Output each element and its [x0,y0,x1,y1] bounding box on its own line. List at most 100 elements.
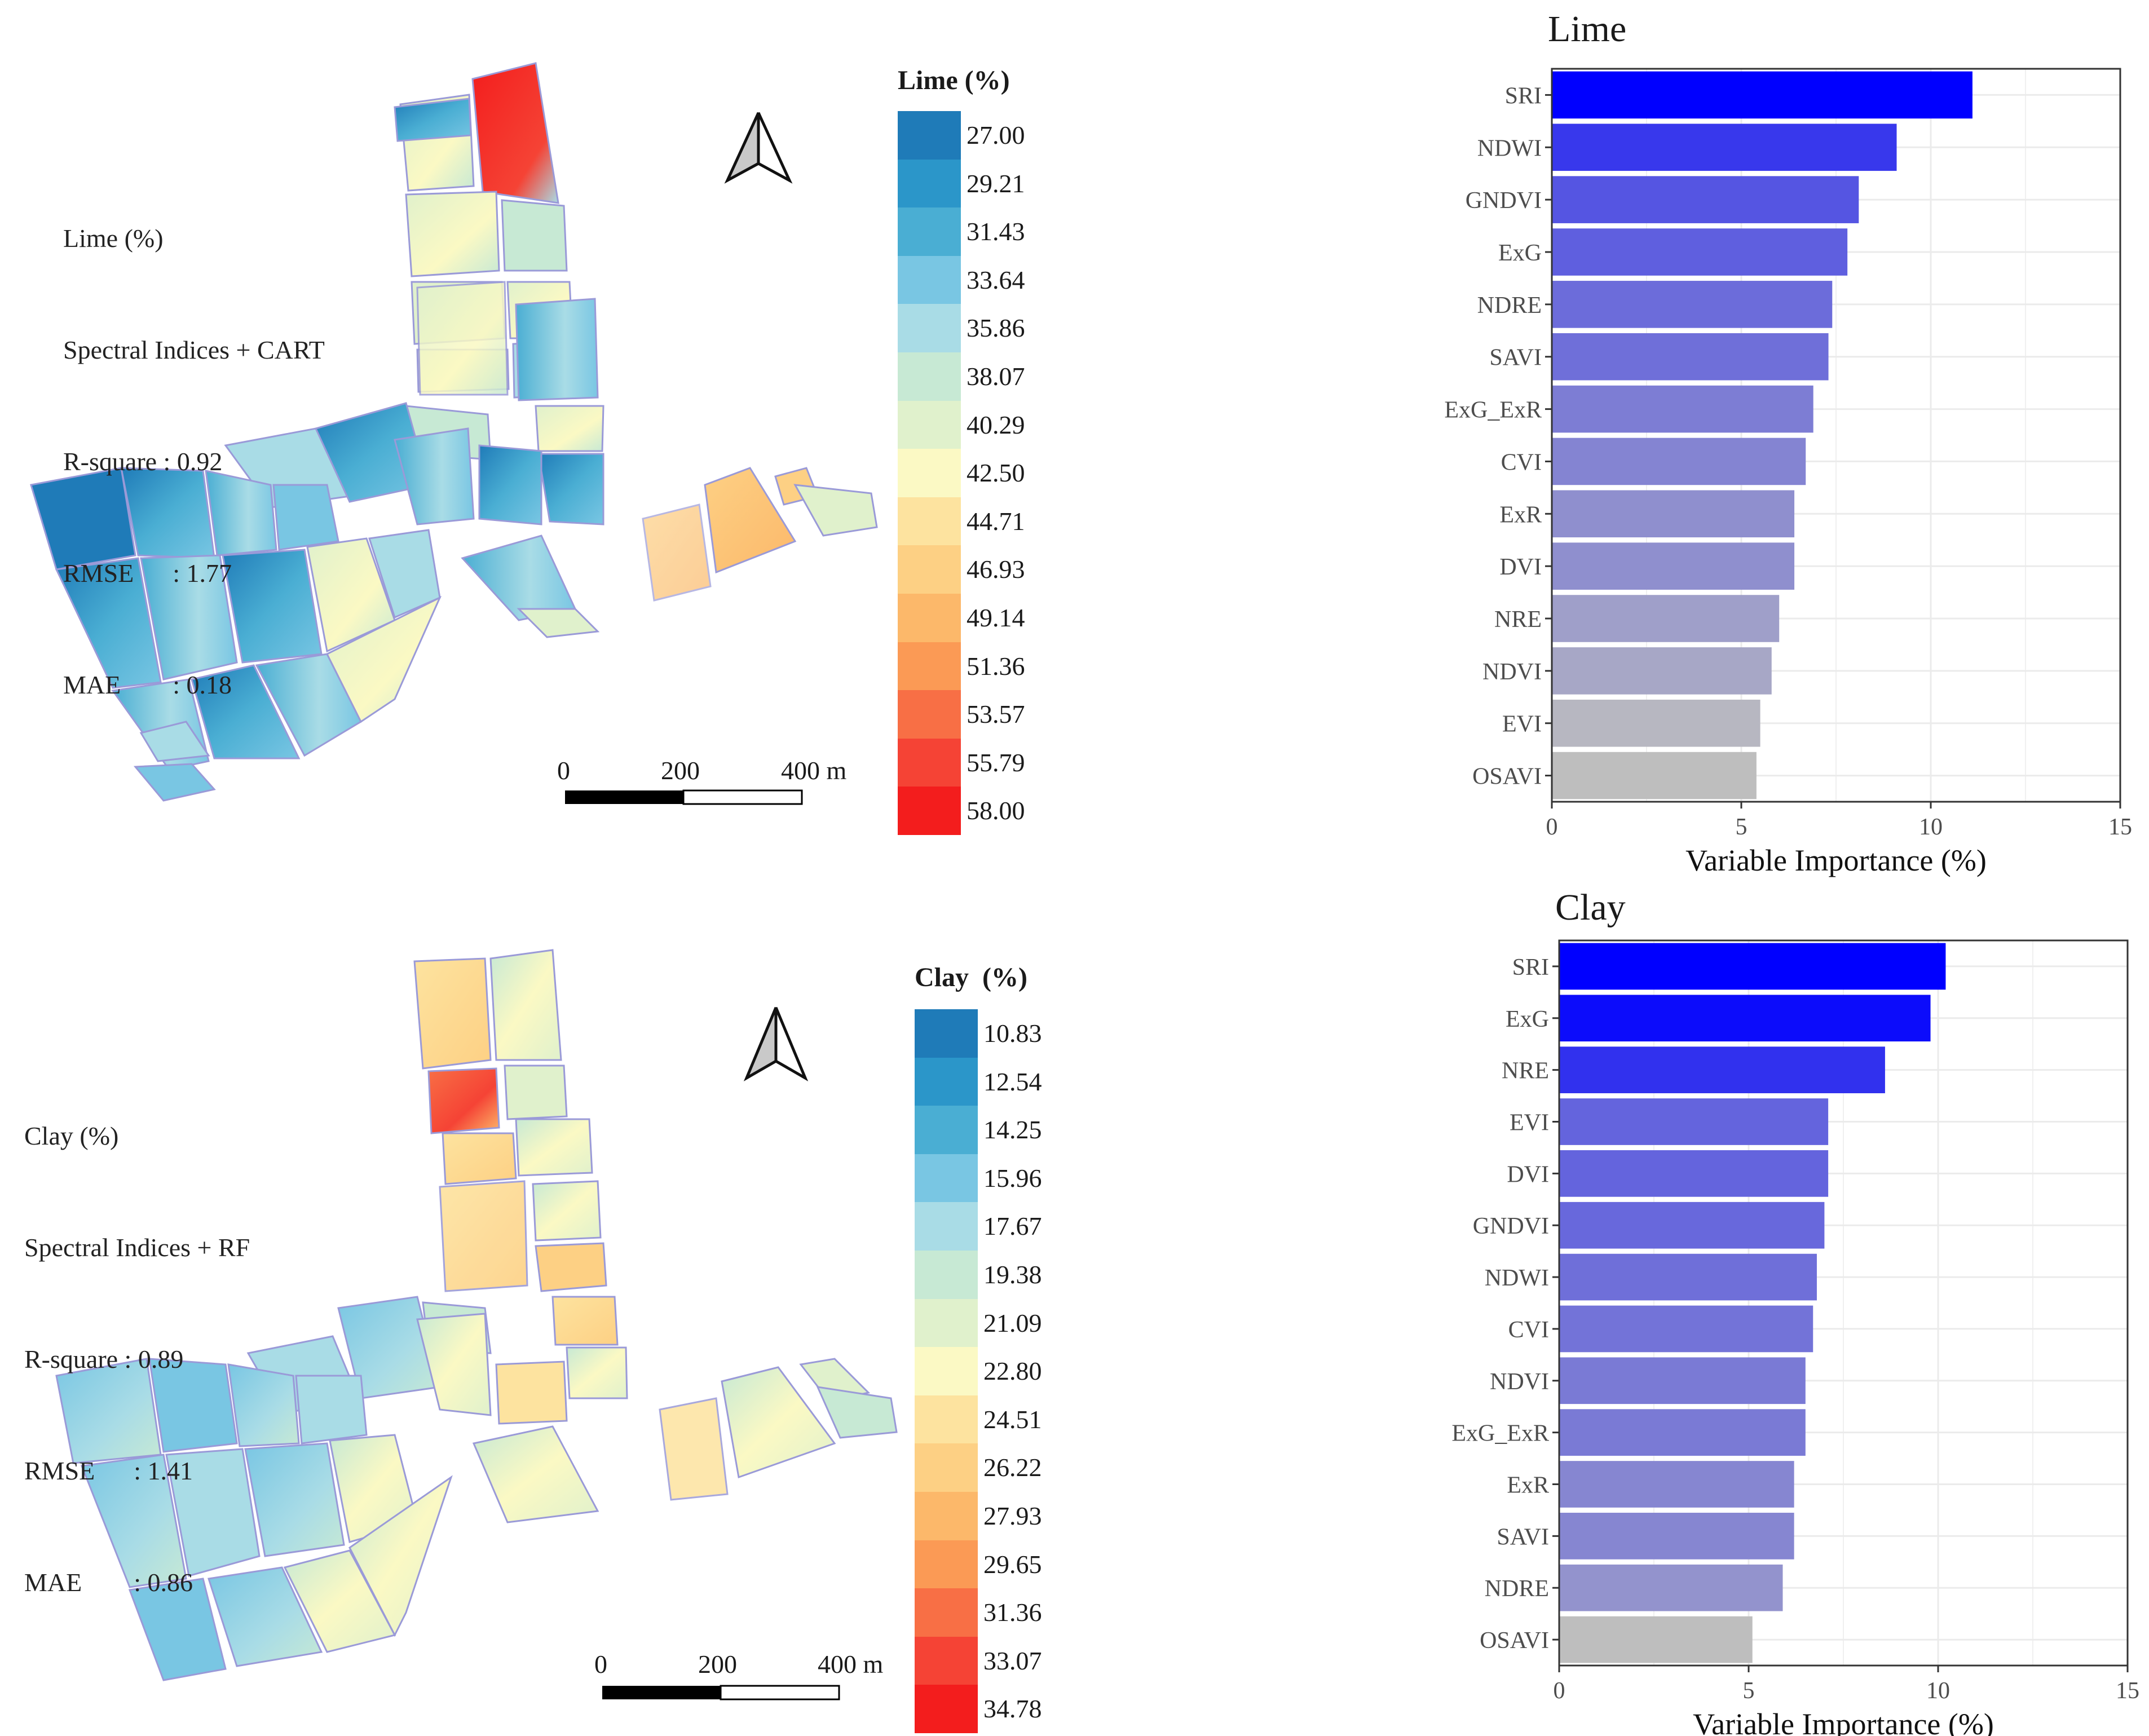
field-parcel [659,1397,729,1501]
y-tick-label: SRI [1505,83,1542,109]
y-tick-label: ExR [1499,502,1542,528]
field-parcel [471,62,559,204]
y-tick-label: NRE [1494,607,1542,633]
legend-label: 46.93 [967,555,1025,584]
legend-swatch [898,642,961,691]
stats-line: MAE : 0.18 [63,670,232,699]
legend-swatch [915,1106,978,1155]
field-parcel [405,191,500,277]
bar-cvi [1552,438,1806,485]
lime-chart-title: Lime [1548,8,1627,50]
bar-exg [1552,228,1848,276]
field-parcel [517,608,600,638]
field-parcel [325,595,442,723]
legend-swatch [898,352,961,401]
clay-scale-bar [602,1685,840,1700]
legend-swatch [898,545,961,594]
x-axis-label: Variable Importance (%) [1693,1707,1994,1736]
legend-swatch [898,159,961,208]
bar-nre [1559,1046,1885,1093]
x-tick-label: 15 [2108,814,2132,840]
legend-label: 40.29 [967,410,1025,439]
legend-swatch [915,1540,978,1589]
field-parcel [472,1425,599,1523]
field-parcel [133,763,216,802]
legend-label: 44.71 [967,506,1025,536]
y-tick-label: ExG_ExR [1444,397,1542,423]
field-parcel [244,1442,345,1557]
clay-field-map [55,949,898,1700]
legend-label: 19.38 [983,1260,1042,1289]
bar-osavi [1559,1616,1753,1663]
bar-savi [1559,1513,1794,1560]
legend-label: 24.51 [983,1404,1042,1434]
legend-swatch [898,255,961,304]
legend-label: 27.00 [967,121,1025,149]
bar-nre [1552,595,1780,642]
bar-exg_exr [1559,1409,1806,1456]
bar-exg_exr [1552,385,1813,433]
lime-field-map [30,62,878,805]
field-parcel [504,1064,568,1120]
field-parcel [140,554,238,681]
field-parcel [535,405,604,452]
x-tick-label: 10 [1919,814,1943,840]
y-tick-label: SAVI [1497,1524,1549,1550]
x-axis-label: Variable Importance (%) [1685,843,1987,877]
x-tick-label: 10 [1926,1678,1950,1704]
legend-label: 33.07 [983,1646,1042,1675]
legend-label: 58.00 [967,796,1025,825]
legend-label: 27.93 [983,1501,1042,1530]
field-parcel [416,1313,492,1416]
y-tick-label: CVI [1508,1317,1549,1343]
field-parcel [427,1067,500,1134]
legend-swatch [915,1588,978,1637]
y-tick-label: ExG [1498,240,1542,266]
y-tick-label: NDVI [1482,659,1542,685]
field-parcel [439,1180,528,1292]
legend-label: 49.14 [967,603,1025,632]
stats-line: Lime (%) [63,224,164,253]
field-parcel [394,427,475,525]
legend-label: 31.36 [983,1598,1042,1627]
bar-osavi [1552,752,1757,799]
field-parcel [30,467,136,571]
clay-chart-title: Clay [1555,887,1626,928]
field-parcel [416,281,509,396]
y-tick-label: NDRE [1485,1576,1549,1602]
field-parcel [642,503,712,602]
y-tick-label: GNDVI [1473,1213,1549,1239]
bar-gndvi [1559,1201,1825,1249]
clay-legend-title: Clay (%) [915,962,1027,992]
y-tick-label: DVI [1507,1161,1549,1187]
legend-label: 38.07 [967,362,1025,391]
y-tick-label: DVI [1499,554,1542,580]
field-parcel [535,1242,607,1292]
field-parcel [191,664,301,759]
field-parcel [394,98,472,142]
y-tick-label: SRI [1512,955,1549,980]
field-parcel [489,949,562,1061]
legend-label: 31.43 [967,217,1025,246]
field-parcel [537,453,604,525]
bar-ndwi [1559,1253,1817,1301]
bar-ndre [1552,281,1833,328]
legend-swatch [915,1685,978,1734]
y-tick-label: NDRE [1477,293,1542,319]
lime-legend-title: Lime (%) [898,65,1010,95]
panel-border [1551,68,2121,803]
legend-swatch [898,497,961,546]
north-arrow-icon [724,112,793,184]
legend-label: 26.22 [983,1453,1042,1482]
y-tick-label: NDWI [1485,1265,1549,1291]
legend-swatch [915,1395,978,1444]
bar-ndre [1559,1564,1783,1611]
legend-swatch [915,1492,978,1540]
bar-cvi [1559,1305,1813,1353]
y-tick-label: OSAVI [1472,764,1542,790]
field-parcel [227,1363,300,1447]
field-parcel [551,1296,619,1346]
field-parcel [515,298,599,401]
scale-tick-label: 200 [661,756,700,785]
legend-label: 29.65 [983,1549,1042,1579]
